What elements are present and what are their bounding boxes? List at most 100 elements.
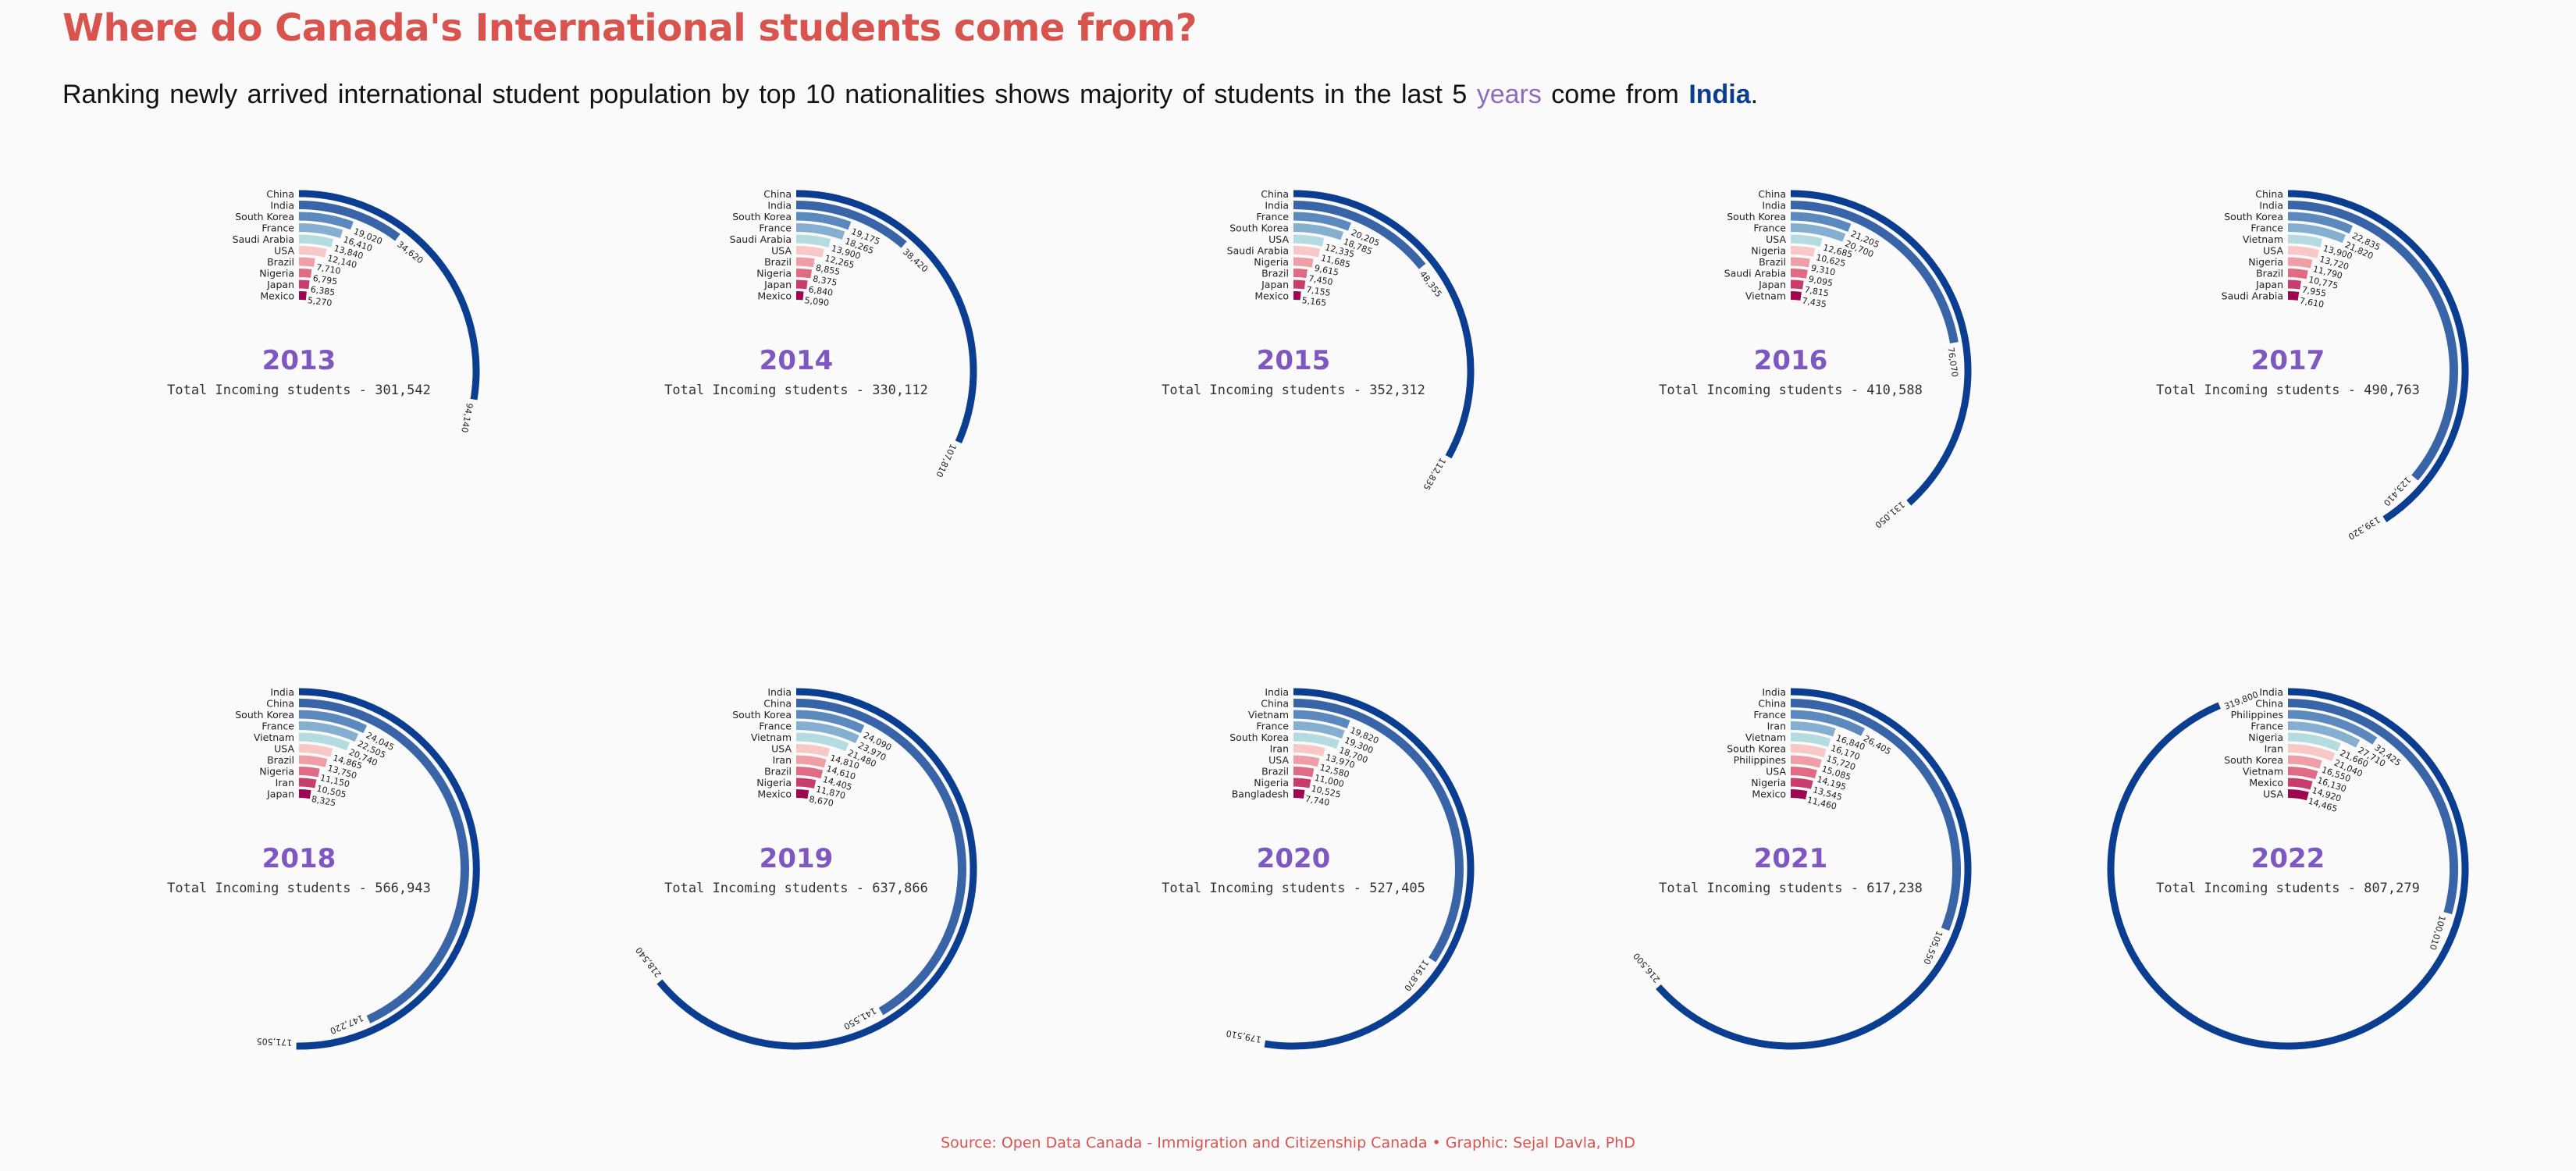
country-label: Nigeria bbox=[259, 268, 294, 279]
value-label: 7,740 bbox=[1304, 794, 1330, 808]
source-credit: Source: Open Data Canada - Immigration a… bbox=[941, 1134, 1635, 1151]
bar-2016-5 bbox=[1790, 234, 1823, 247]
bar-2019-9 bbox=[795, 778, 817, 789]
bar-2016-8 bbox=[1790, 268, 1808, 279]
country-label: France bbox=[262, 222, 294, 234]
value-label: 5,165 bbox=[1301, 295, 1327, 308]
value-label: 7,155 bbox=[1305, 284, 1331, 298]
bar-2013-5 bbox=[298, 234, 333, 247]
bar-2014-8 bbox=[795, 269, 813, 279]
subtitle-text-middle: come from bbox=[1541, 80, 1689, 109]
value-label: 131,050 bbox=[1873, 499, 1906, 529]
bar-2014-1 bbox=[795, 190, 977, 444]
country-label: India bbox=[1265, 686, 1289, 698]
country-label: France bbox=[759, 721, 792, 732]
value-label: 9,095 bbox=[1808, 274, 1834, 289]
country-label: USA bbox=[1268, 754, 1289, 766]
bar-2021-6 bbox=[1790, 744, 1827, 758]
bar-2014-6 bbox=[795, 246, 824, 258]
bar-2019-3 bbox=[795, 710, 865, 734]
value-label: 6,385 bbox=[310, 284, 336, 297]
value-label: 7,610 bbox=[2299, 296, 2325, 310]
bar-2015-8 bbox=[1293, 269, 1308, 279]
bar-2014-4 bbox=[795, 223, 845, 240]
bar-2022-2 bbox=[2287, 699, 2458, 915]
total-students-label: Total Incoming students - 490,763 bbox=[2156, 383, 2420, 398]
radial-chart-2015: China112,835India48,355France20,205South… bbox=[1162, 188, 1475, 492]
country-label: China bbox=[1261, 188, 1289, 200]
country-label: Brazil bbox=[1261, 268, 1289, 279]
country-label: Nigeria bbox=[259, 766, 294, 778]
country-label: India bbox=[1762, 686, 1786, 698]
value-label: 94,140 bbox=[459, 402, 475, 433]
bar-2017-9 bbox=[2287, 279, 2301, 290]
bar-2013-4 bbox=[298, 223, 343, 239]
bar-2016-10 bbox=[1790, 290, 1802, 301]
country-label: Iran bbox=[2265, 743, 2283, 755]
radial-chart-2022: India319,800China100,010Philippines32,42… bbox=[2107, 686, 2469, 1050]
year-label: 2017 bbox=[2251, 345, 2325, 376]
bar-2016-9 bbox=[1790, 279, 1804, 290]
bar-2019-6 bbox=[795, 744, 831, 757]
country-label: USA bbox=[274, 743, 294, 755]
value-label: 8,670 bbox=[808, 794, 834, 809]
value-label: 218,540 bbox=[634, 945, 664, 980]
country-label: USA bbox=[2263, 245, 2283, 257]
bar-2013-3 bbox=[298, 212, 354, 230]
country-label: Iran bbox=[1767, 721, 1786, 732]
value-label: 112,835 bbox=[1421, 456, 1447, 492]
country-label: South Korea bbox=[2224, 754, 2283, 766]
subtitle-text-end: . bbox=[1750, 80, 1759, 109]
country-label: Japan bbox=[763, 279, 792, 290]
bar-2015-9 bbox=[1293, 279, 1306, 290]
radial-chart-2021: India216,500China105,550France26,405Iran… bbox=[1631, 686, 1972, 1050]
country-label: France bbox=[2250, 721, 2283, 732]
country-label: Brazil bbox=[764, 256, 792, 268]
country-label: South Korea bbox=[1727, 211, 1786, 222]
country-label: France bbox=[2250, 222, 2283, 234]
value-label: 7,955 bbox=[2301, 285, 2327, 299]
value-label: 7,710 bbox=[315, 262, 341, 276]
value-label: 107,810 bbox=[934, 443, 958, 479]
bar-2014-2 bbox=[795, 201, 907, 248]
country-label: South Korea bbox=[732, 211, 792, 222]
bar-2019-10 bbox=[795, 789, 809, 799]
value-label: 9,615 bbox=[1314, 263, 1340, 278]
country-label: Japan bbox=[1758, 279, 1786, 290]
bar-2017-3 bbox=[2287, 212, 2354, 234]
country-label: South Korea bbox=[235, 709, 294, 721]
value-label: 5,090 bbox=[804, 295, 830, 308]
country-label: Brazil bbox=[764, 766, 792, 778]
bar-2014-3 bbox=[795, 212, 852, 230]
bar-2015-2 bbox=[1293, 201, 1426, 269]
country-label: Iran bbox=[773, 754, 792, 766]
year-label: 2014 bbox=[760, 345, 834, 376]
subtitle-years-highlight: years bbox=[1476, 80, 1542, 109]
country-label: Mexico bbox=[1254, 290, 1289, 302]
bar-2019-5 bbox=[795, 732, 849, 752]
country-label: Saudi Arabia bbox=[1227, 245, 1289, 257]
bar-2015-4 bbox=[1293, 223, 1344, 240]
bar-2017-8 bbox=[2287, 269, 2308, 279]
bar-2015-5 bbox=[1293, 234, 1325, 247]
country-label: India bbox=[2259, 686, 2283, 698]
bar-2022-10 bbox=[2287, 789, 2309, 801]
country-label: Saudi Arabia bbox=[233, 233, 294, 245]
bar-2018-9 bbox=[298, 778, 317, 788]
bar-2019-4 bbox=[795, 721, 859, 744]
year-label: 2019 bbox=[760, 843, 834, 874]
country-label: Nigeria bbox=[756, 777, 792, 788]
country-label: USA bbox=[2263, 788, 2283, 800]
year-label: 2013 bbox=[262, 345, 336, 376]
country-label: Saudi Arabia bbox=[2222, 290, 2283, 302]
country-label: Vietnam bbox=[2243, 233, 2283, 245]
country-label: China bbox=[1758, 188, 1786, 200]
country-label: India bbox=[270, 686, 294, 698]
value-label: 7,435 bbox=[1802, 296, 1827, 310]
total-students-label: Total Incoming students - 352,312 bbox=[1162, 383, 1425, 398]
country-label: France bbox=[1256, 211, 1289, 222]
country-label: Nigeria bbox=[1751, 245, 1786, 257]
